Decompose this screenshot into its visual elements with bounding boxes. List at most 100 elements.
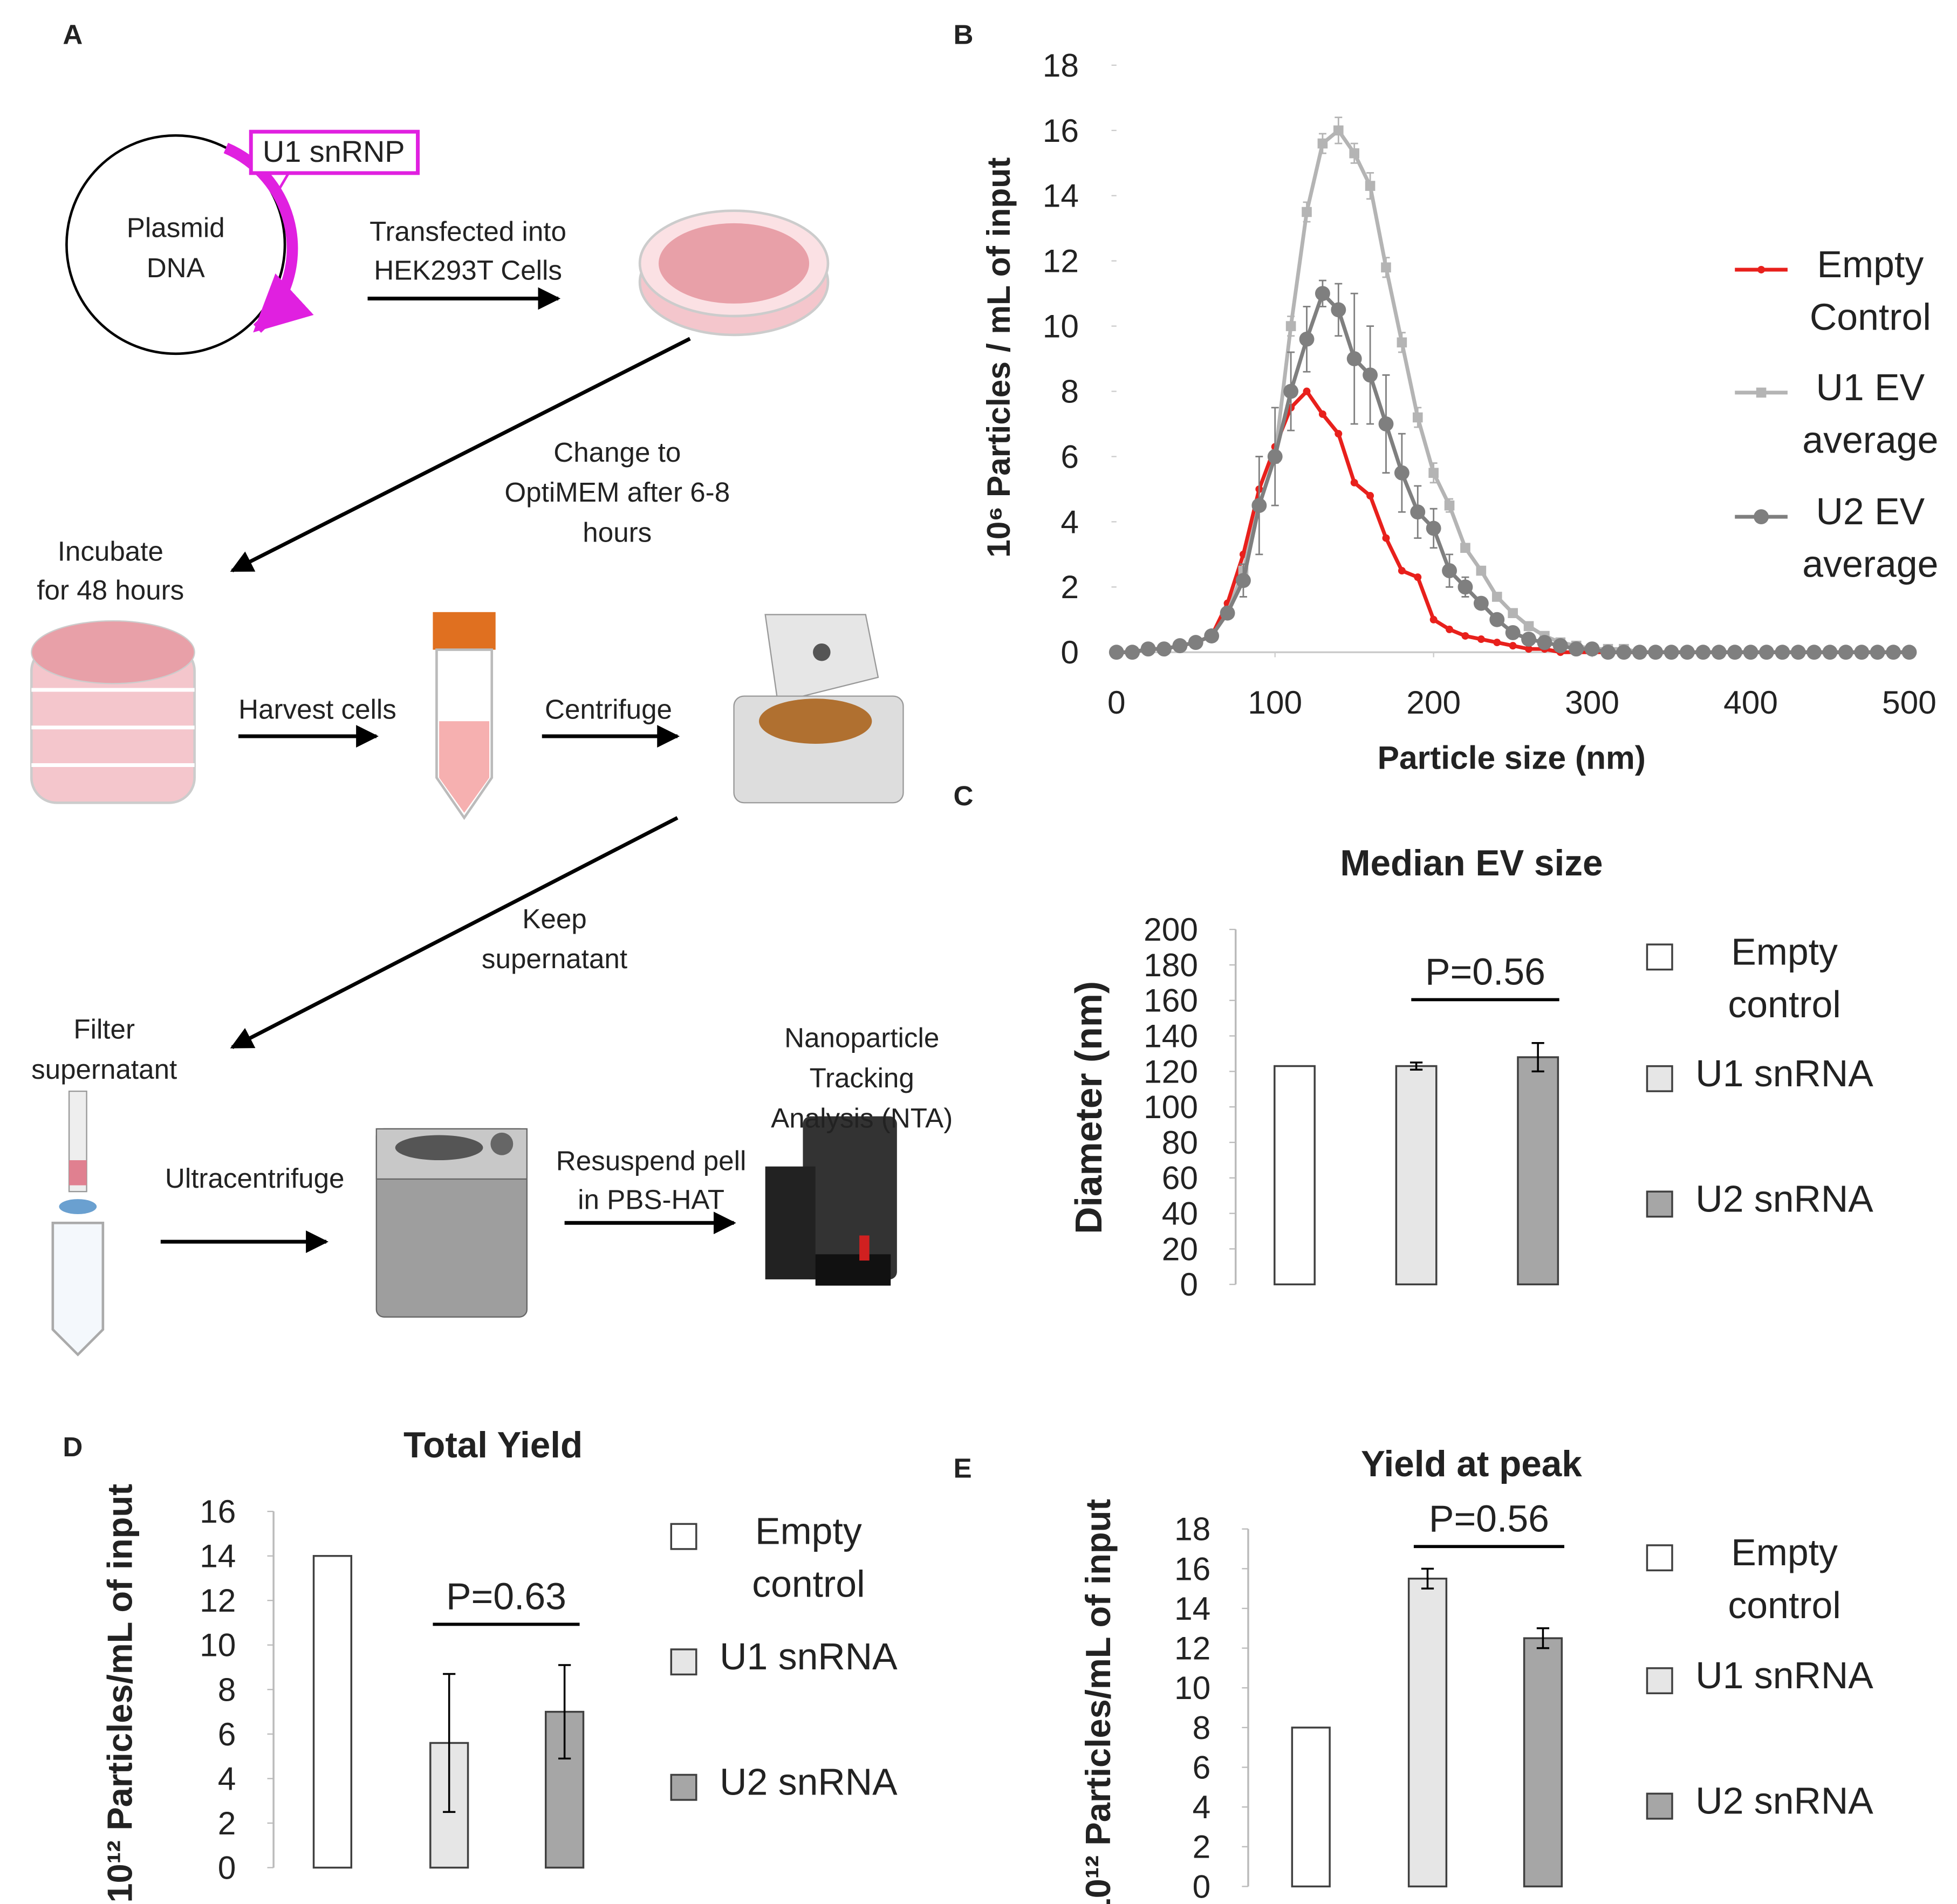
legend-label: U2 EV average [1802, 491, 1939, 586]
label-line: in PBS-HAT [578, 1184, 724, 1215]
point [1775, 645, 1790, 660]
label-line: HEK293T Cells [374, 255, 562, 286]
error-bar [443, 1673, 456, 1813]
point [1283, 383, 1299, 399]
point [1381, 262, 1391, 273]
point [1461, 632, 1469, 640]
point [1317, 138, 1328, 149]
step-text: Keep supernatant [482, 903, 627, 974]
panel-label: B [953, 19, 973, 50]
legend-swatch [670, 1648, 697, 1676]
point [1473, 595, 1489, 611]
bar [1407, 1578, 1448, 1888]
step-text: Incubate for 48 hours [37, 536, 184, 605]
plasmid-label: Plasmid DNA [127, 213, 225, 283]
point [1429, 615, 1438, 624]
point [1397, 337, 1407, 348]
y-tick-label: 8 [1060, 373, 1079, 409]
label-line: Analysis (NTA) [771, 1103, 953, 1134]
legend-swatch [670, 1773, 697, 1801]
y-axis-label: 10¹² Particles/mL of input [100, 1483, 140, 1903]
point [1477, 635, 1485, 643]
y-tick-label: 4 [1193, 1789, 1211, 1825]
panel-label: E [953, 1453, 971, 1483]
y-tick-label: 14 [200, 1538, 236, 1574]
step-text: Transfected into HEK293T Cells [369, 216, 566, 285]
point [1743, 645, 1758, 660]
step-text: Filter supernatant [31, 1013, 177, 1084]
legend-label-box: U1 snRNA [1695, 1656, 1873, 1697]
insert-arc [223, 142, 314, 333]
diagram: U1 snRNP Plasmid DNA Transfected into HEK2… [30, 129, 953, 1357]
point [1299, 331, 1315, 347]
point [1460, 543, 1470, 553]
filter-syringe [51, 1090, 105, 1357]
bar [312, 1554, 353, 1869]
point [1505, 625, 1521, 640]
y-tick-label: 0 [1193, 1868, 1211, 1904]
y-tick-label: 80 [1162, 1124, 1198, 1161]
point [1886, 645, 1901, 660]
x-tick-label: 0 [1107, 684, 1126, 721]
y-axis-label: 10⁶ Particles / mL of input [980, 157, 1017, 558]
ultracentrifuge [375, 1128, 528, 1318]
legend-label: U2 snRNA [1695, 1179, 1873, 1221]
y-tick-label: 2 [1193, 1828, 1211, 1865]
point [1398, 567, 1406, 575]
legend-label-box: U2 snRNA [720, 1762, 898, 1804]
chart-title: Median EV size [1340, 843, 1603, 883]
point [1157, 641, 1172, 657]
legend-label: U1 EV average [1802, 367, 1939, 462]
y-tick-label: 14 [1043, 177, 1079, 214]
legend-label-box: Empty control [1728, 932, 1840, 1026]
point [1695, 645, 1711, 660]
point [1757, 265, 1766, 273]
annotation: P=0.63 [446, 1576, 566, 1618]
label-line: Incubate [58, 536, 163, 566]
y-tick-label: 0 [218, 1849, 236, 1886]
y-tick-label: 6 [1193, 1749, 1211, 1785]
point [1394, 465, 1409, 481]
step-text: Centrifuge [545, 694, 672, 724]
step-text: Resuspend pell in PBS-HAT [556, 1146, 747, 1215]
arrows [160, 287, 736, 1254]
dish-stack [30, 620, 196, 804]
y-tick-label: 100 [1144, 1088, 1198, 1125]
y-tick-label: 12 [1174, 1630, 1210, 1667]
legend-swatch [1646, 1190, 1673, 1218]
annotation: P=0.56 [1425, 950, 1545, 992]
label-line: Plasmid [127, 213, 225, 243]
insert-label: U1 snRNP [263, 134, 405, 168]
y-tick-label: 2 [1060, 569, 1079, 605]
point [1349, 148, 1359, 159]
point [1632, 645, 1647, 660]
legend-swatch [1646, 943, 1673, 971]
label-line: supernatant [482, 943, 627, 974]
point [1426, 520, 1441, 536]
y-tick-label: 12 [200, 1582, 236, 1619]
step-text: Change to OptiMEM after 6-8 hours [504, 437, 730, 548]
step-labels: Transfected into HEK293T Cells Change to O… [31, 216, 953, 1215]
point [1414, 573, 1422, 581]
error-bar [1531, 1042, 1544, 1073]
point [1267, 449, 1283, 464]
error-bar [1421, 1567, 1434, 1590]
point [1442, 563, 1458, 579]
legend-label-box: Empty Control [1810, 244, 1931, 338]
step-text: Ultracentrifuge [165, 1163, 345, 1194]
point [1523, 621, 1534, 632]
bar [1291, 1727, 1331, 1888]
step-text: Nanoparticle Tracking Analysis (NTA) [771, 1023, 953, 1134]
point [1584, 641, 1600, 657]
y-tick-label: 2 [218, 1805, 236, 1841]
point [1172, 638, 1188, 654]
point [1366, 492, 1374, 499]
point [1350, 478, 1358, 487]
centrifuge [733, 614, 904, 804]
point [1600, 645, 1616, 660]
point [1569, 641, 1584, 657]
point [1378, 416, 1394, 432]
plasmid-circle [65, 134, 286, 355]
point [1444, 500, 1455, 511]
